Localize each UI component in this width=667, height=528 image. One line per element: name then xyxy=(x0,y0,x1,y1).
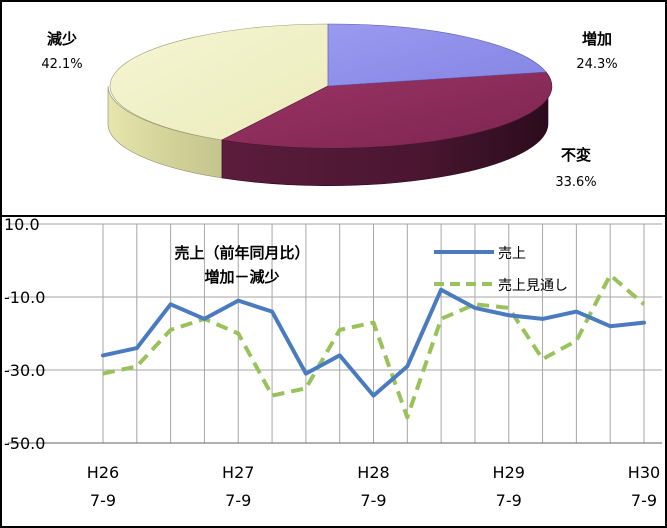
series-line-sales xyxy=(101,287,646,398)
x-tick-label-period: 7-9 xyxy=(225,491,251,510)
pie-slice-unchanged xyxy=(221,71,553,149)
line-chart-title-line1: 売上（前年同月比） xyxy=(174,244,309,262)
line-chart-title-line2: 増加－減少 xyxy=(204,268,279,286)
x-tick-label-year: H30 xyxy=(628,463,660,482)
pie-slice-increase xyxy=(327,23,547,87)
pie-label-decrease-value: 42.1% xyxy=(41,57,82,72)
x-tick-label-year: H28 xyxy=(357,463,389,482)
x-tick-label-year: H27 xyxy=(222,463,254,482)
legend: 売上 売上見通し xyxy=(434,246,568,294)
x-axis-ticks: H26 7-9 H27 7-9 H28 7-9 H29 7-9 H30 7-9 xyxy=(87,463,660,510)
series-line-outlook xyxy=(102,273,646,420)
pie-slice-decrease xyxy=(109,23,329,141)
y-tick-label: -30.0 xyxy=(4,361,45,380)
pie-label-increase-name: 増加 xyxy=(582,30,612,48)
x-tick-label-period: 7-9 xyxy=(90,491,116,510)
y-axis-ticks: 10.0 -10.0 -30.0 -50.0 xyxy=(4,215,45,453)
legend-label-sales: 売上 xyxy=(498,246,526,262)
y-tick-label: 10.0 xyxy=(4,215,40,234)
pie-label-unchanged-value: 33.6% xyxy=(555,175,596,190)
x-tick-label-year: H26 xyxy=(87,463,119,482)
x-tick-label-period: 7-9 xyxy=(631,491,657,510)
legend-label-outlook: 売上見通し xyxy=(498,278,568,294)
pie-label-increase-value: 24.3% xyxy=(576,57,617,72)
x-tick-label-year: H29 xyxy=(493,463,525,482)
x-tick-label-period: 7-9 xyxy=(360,491,386,510)
y-tick-label: -10.0 xyxy=(4,288,45,307)
pie-label-unchanged-name: 不変 xyxy=(561,146,591,164)
grid xyxy=(8,223,662,444)
series-layer xyxy=(101,273,646,420)
pie-chart: 減少 42.1% 増加 24.3% 不変 33.6% xyxy=(41,23,618,190)
y-tick-label: -50.0 xyxy=(4,434,45,453)
pie-label-decrease-name: 減少 xyxy=(47,30,77,48)
x-tick-label-period: 7-9 xyxy=(496,491,522,510)
line-chart: 10.0-10.0-30.0-50.0 H267-9H277-9H287-9H2… xyxy=(4,215,662,510)
